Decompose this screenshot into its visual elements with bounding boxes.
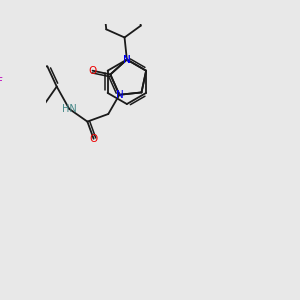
Text: F: F <box>0 76 2 87</box>
Text: O: O <box>89 134 98 144</box>
Text: N: N <box>123 55 131 64</box>
Text: O: O <box>88 66 97 76</box>
Text: N: N <box>123 55 131 64</box>
Text: N: N <box>116 90 123 100</box>
Text: HN: HN <box>62 104 76 114</box>
